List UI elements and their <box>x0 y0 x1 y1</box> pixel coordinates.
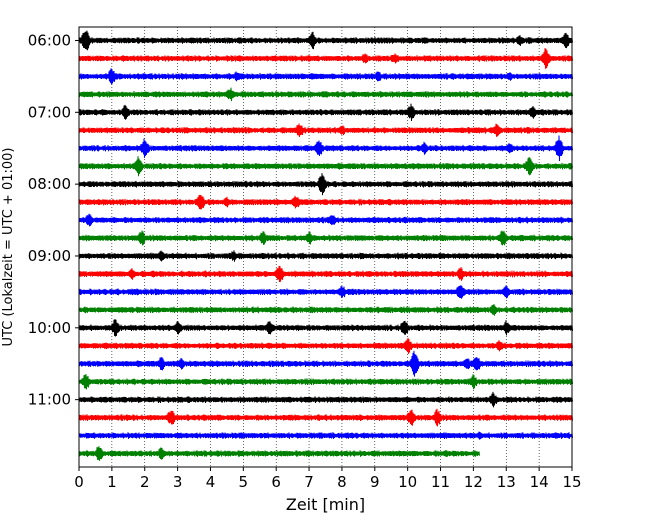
trace-line <box>78 303 573 316</box>
x-tick-label: 6 <box>271 473 281 491</box>
y-tick-label: 06:00 <box>28 31 71 49</box>
x-tick-label: 9 <box>370 473 380 491</box>
trace-line <box>78 319 573 337</box>
trace-line <box>78 48 573 69</box>
x-tick-label: 3 <box>173 473 183 491</box>
trace-line <box>78 265 573 283</box>
trace-line <box>78 446 480 461</box>
trace-line <box>78 250 573 262</box>
y-tick-label: 07:00 <box>28 103 71 121</box>
y-tick-label: 08:00 <box>28 175 71 193</box>
trace-line <box>78 194 573 210</box>
x-tick-label: 1 <box>107 473 117 491</box>
trace-line <box>78 408 573 427</box>
y-axis-label: UTC (Lokalzeit = UTC + 01:00) <box>1 148 16 347</box>
trace-line <box>78 431 573 440</box>
trace-line <box>78 156 573 177</box>
seismic-traces <box>78 30 573 461</box>
trace-line <box>78 350 573 377</box>
grid-lines <box>111 27 540 467</box>
y-axis-ticks: 06:00 07:00 08:00 09:00 10:00 11:00 <box>28 31 79 409</box>
y-tick-label: 09:00 <box>28 247 71 265</box>
x-tick-label: 4 <box>206 473 216 491</box>
trace-line <box>78 391 573 408</box>
trace-line <box>78 87 573 102</box>
x-tick-label: 14 <box>530 473 549 491</box>
x-tick-label: 10 <box>398 473 417 491</box>
x-tick-label: 2 <box>140 473 150 491</box>
plot-frame <box>78 26 573 468</box>
x-tick-label: 0 <box>74 473 84 491</box>
trace-line <box>78 123 573 138</box>
x-tick-label: 12 <box>464 473 483 491</box>
x-axis-label: Zeit [min] <box>286 495 365 514</box>
trace-line <box>78 213 573 227</box>
x-tick-label: 15 <box>562 473 581 491</box>
y-tick-label: 10:00 <box>28 319 71 337</box>
trace-line <box>78 285 573 299</box>
trace-line <box>78 103 573 122</box>
x-axis-ticks: 0 1 2 3 4 5 6 7 8 9 10 11 12 13 14 15 <box>74 467 582 491</box>
x-tick-label: 11 <box>431 473 450 491</box>
y-tick-label: 11:00 <box>28 391 71 409</box>
trace-line <box>78 230 573 246</box>
trace-line <box>78 68 573 85</box>
x-tick-label: 8 <box>337 473 347 491</box>
trace-line <box>78 337 573 354</box>
x-tick-label: 5 <box>239 473 249 491</box>
trace-line <box>78 173 573 196</box>
x-tick-label: 13 <box>497 473 516 491</box>
x-tick-label: 7 <box>304 473 314 491</box>
trace-line <box>78 135 573 162</box>
trace-line <box>78 373 573 390</box>
trace-line <box>78 30 573 51</box>
